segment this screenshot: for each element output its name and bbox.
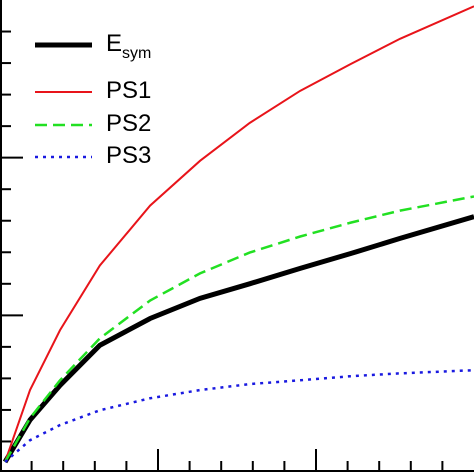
series-line: [3, 195, 474, 463]
series-line: [4, 5, 474, 463]
legend-label: Esym: [106, 30, 151, 62]
legend-name: PS1: [106, 77, 151, 104]
legend-name: PS3: [106, 142, 151, 169]
legend-subscript: sym: [122, 45, 151, 62]
legend-label: PS1: [106, 77, 151, 104]
legend-label: PS2: [106, 110, 151, 137]
series-line: [2, 214, 474, 464]
series-line: [4, 368, 474, 463]
legend-name: PS2: [106, 110, 151, 137]
legend-name: E: [106, 30, 122, 57]
legend-label: PS3: [106, 142, 151, 169]
